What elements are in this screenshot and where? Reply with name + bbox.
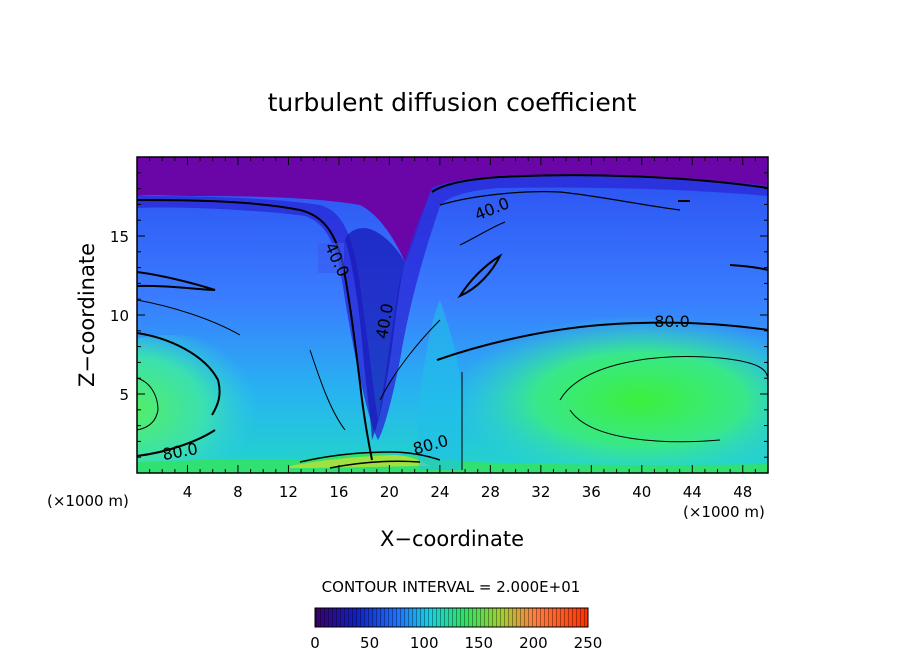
x-tick-label: 20 — [380, 483, 399, 501]
y-tick-label: 5 — [119, 386, 129, 404]
colorbar-tick-label: 250 — [574, 634, 603, 652]
x-tick-label: 32 — [531, 483, 550, 501]
colorbar-tick-label: 50 — [360, 634, 379, 652]
colorbar: 0 50 100 150 200 250 — [310, 607, 602, 652]
x-tick-label: 16 — [329, 483, 348, 501]
x-tick-label: 48 — [733, 483, 752, 501]
colorbar-tick-labels: 0 50 100 150 200 250 — [310, 634, 602, 652]
x-tick-label: 40 — [632, 483, 651, 501]
upper-purple-region — [137, 157, 768, 262]
x-axis-label: X−coordinate — [380, 527, 524, 551]
x-tick-label: 28 — [481, 483, 500, 501]
colorbar-tick-label: 100 — [410, 634, 439, 652]
y-tick-label: 15 — [110, 228, 129, 246]
colorbar-tick-label: 0 — [310, 634, 320, 652]
colorbar-frame — [314, 607, 589, 628]
right-cyan-plume — [417, 300, 462, 470]
x-unit-label-left: (×1000 m) — [47, 492, 129, 510]
x-tick-label: 44 — [683, 483, 702, 501]
colorbar-tick-label: 200 — [519, 634, 548, 652]
right-green-lobe — [450, 315, 768, 473]
y-tick-label: 10 — [110, 307, 129, 325]
y-axis-ticks: 5 10 15 — [110, 172, 768, 458]
central-dark-column — [345, 228, 405, 440]
y-axis-label: Z−coordinate — [75, 243, 99, 387]
chart-title: turbulent diffusion coefficient — [268, 88, 637, 117]
left-green-lobe — [137, 335, 280, 473]
colorbar-tick-label: 150 — [464, 634, 493, 652]
x-axis-ticks: 4 8 12 16 20 24 28 32 36 40 44 48 — [149, 157, 756, 501]
contour-interval-text: CONTOUR INTERVAL = 2.000E+01 — [322, 578, 581, 596]
x-tick-label: 8 — [233, 483, 243, 501]
x-unit-label-right: (×1000 m) — [683, 503, 765, 521]
heatmap-field: 40.0 40.0 40.0 80.0 80.0 80.0 — [137, 157, 768, 473]
x-tick-label: 4 — [183, 483, 193, 501]
contour-label-bg — [318, 243, 344, 273]
x-tick-label: 24 — [430, 483, 449, 501]
x-tick-label: 12 — [279, 483, 298, 501]
surface-yellowgreen-streak — [290, 455, 430, 468]
colorbar-stripes — [315, 608, 588, 627]
contour-label-4: 80.0 — [654, 312, 690, 331]
x-tick-label: 36 — [582, 483, 601, 501]
